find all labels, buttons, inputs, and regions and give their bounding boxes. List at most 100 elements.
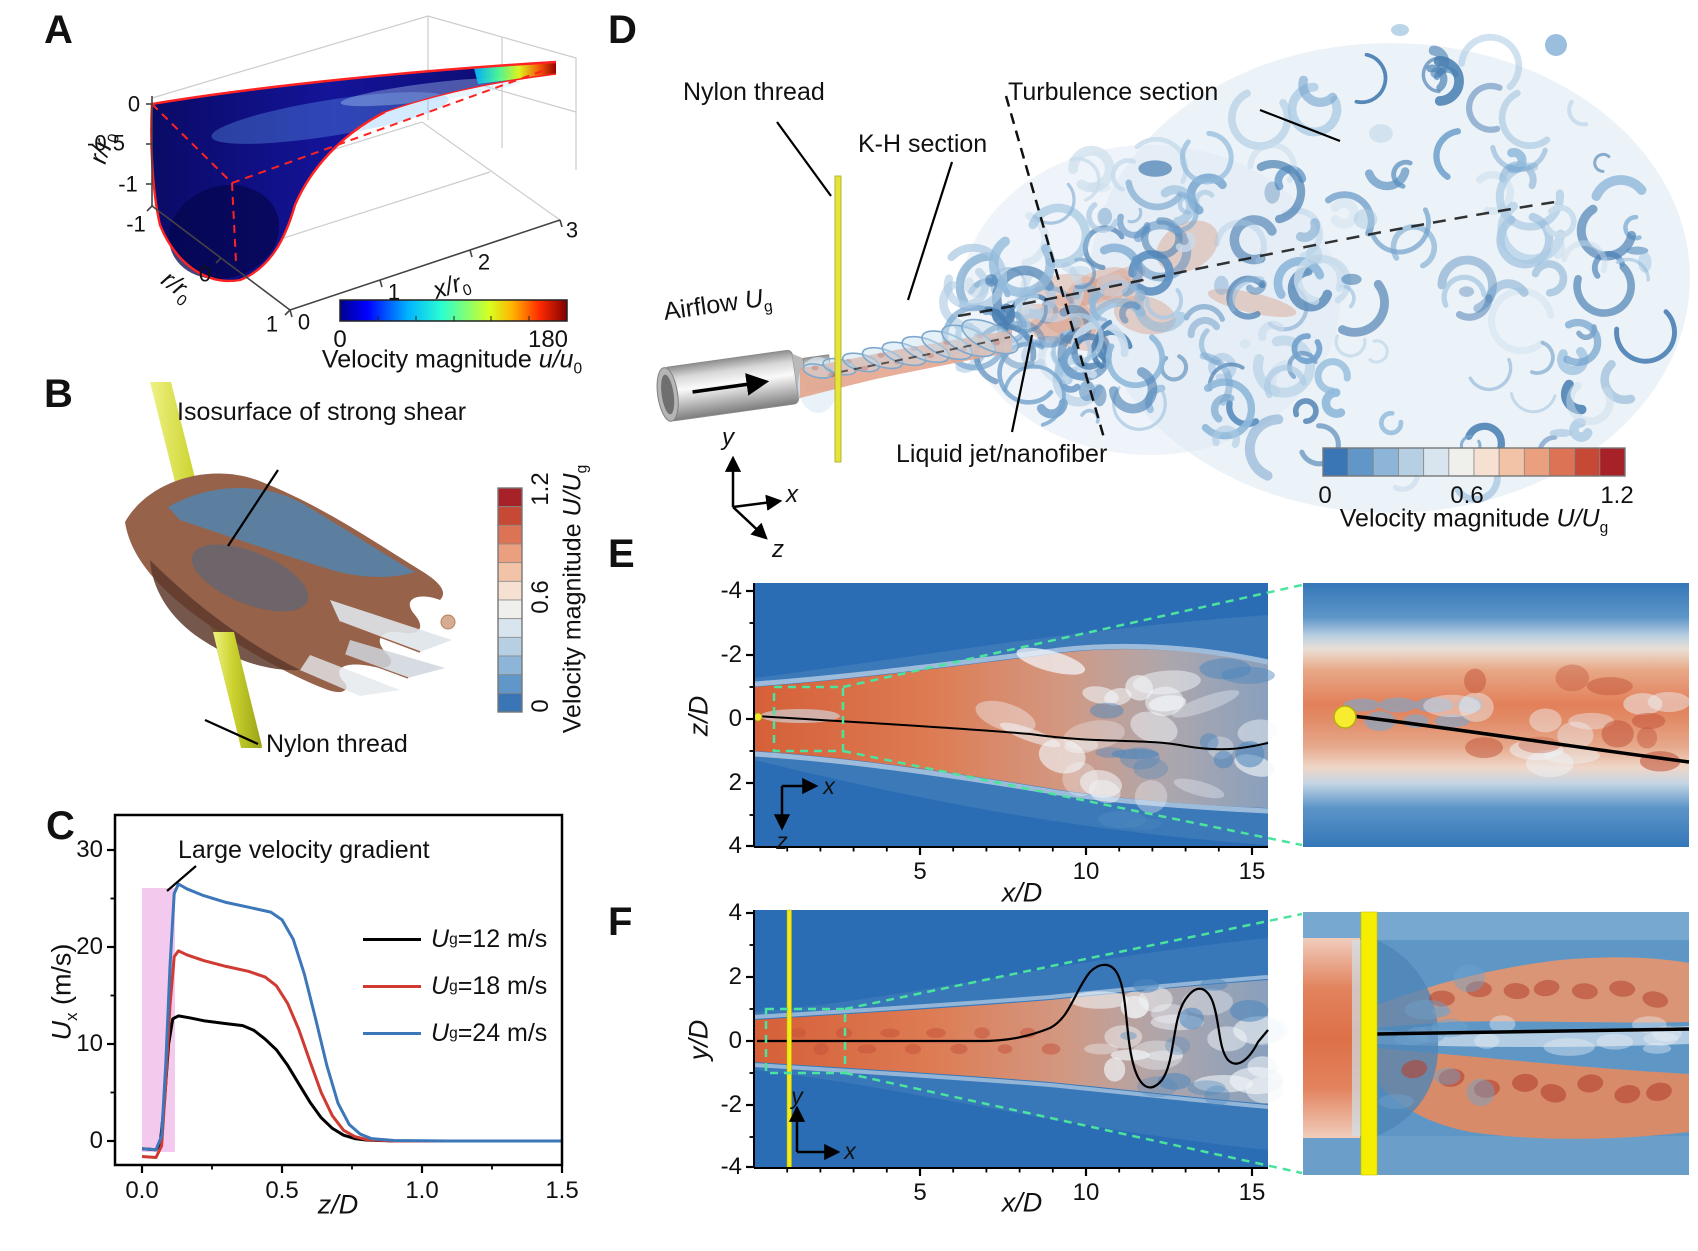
f-x-tick: 15 bbox=[1238, 1179, 1266, 1206]
a-depth-tick: 1 bbox=[387, 279, 401, 305]
a-depth-tick: 3 bbox=[565, 217, 579, 243]
fiber-dashed-path bbox=[957, 200, 1556, 318]
nylon-thread-label-d: Nylon thread bbox=[683, 78, 825, 106]
isosurface-pointer-line bbox=[227, 469, 279, 547]
d-colorbar-tick-1: 0.6 bbox=[1450, 482, 1484, 509]
a-vert-tick: 0 bbox=[127, 91, 141, 117]
e-mini-z-label: z bbox=[776, 827, 788, 854]
panel-a-art bbox=[146, 15, 577, 322]
a-depth-tick: 2 bbox=[477, 249, 491, 275]
c-y-tick: 30 bbox=[76, 836, 103, 863]
panel-f-tag: F bbox=[608, 900, 633, 944]
large-velocity-gradient-annotation: Large velocity gradient bbox=[178, 836, 430, 864]
airflow-arrow bbox=[692, 373, 770, 396]
curve-2 bbox=[141, 882, 562, 1152]
panel-e-art bbox=[746, 583, 1691, 855]
liquid-jet-label: Liquid jet/nanofiber bbox=[896, 440, 1108, 468]
kh-vortex-rings bbox=[802, 318, 1019, 379]
e-x-axis-label: x/D bbox=[1001, 877, 1043, 908]
c-y-tick: 10 bbox=[76, 1030, 103, 1057]
triad-z-label: z bbox=[772, 536, 784, 564]
panel-d-tag: D bbox=[608, 8, 637, 52]
a-colorbar-label: Velocity magnitude u/u0 bbox=[321, 345, 583, 378]
panel-d-colorbar bbox=[1322, 447, 1626, 477]
a-vert-tick: -0.5 bbox=[87, 130, 125, 156]
f-x-tick: 5 bbox=[913, 1179, 927, 1206]
kh-section-label: K-H section bbox=[858, 130, 988, 158]
curve-1 bbox=[141, 949, 562, 1159]
a-vert-tick: -1 bbox=[118, 171, 138, 197]
c-y-tick: 0 bbox=[89, 1127, 103, 1154]
nylon-thread-f bbox=[786, 909, 792, 1169]
f-y-tick: -4 bbox=[720, 1153, 742, 1180]
f-y-axis-label: y/D bbox=[683, 1019, 714, 1061]
section-divider-dashed bbox=[1004, 95, 1106, 439]
nanofiber-line-f-inset bbox=[1376, 1027, 1690, 1036]
a-left-tick: -1 bbox=[126, 211, 146, 237]
e-y-tick: -4 bbox=[720, 577, 742, 604]
c-x-tick: 0.5 bbox=[265, 1177, 299, 1204]
pointer-lines-d bbox=[776, 108, 1341, 433]
c-x-tick: 0.0 bbox=[125, 1177, 159, 1204]
a-left-tick: 0 bbox=[198, 261, 212, 287]
jet-block-f-inset bbox=[1303, 938, 1360, 1138]
panel-e-tag: E bbox=[608, 532, 635, 576]
e-y-tick: -2 bbox=[720, 641, 742, 668]
b-colorbar-label: Velocity magnitude U/Ug bbox=[558, 464, 591, 734]
c-x-tick: 1.5 bbox=[545, 1177, 579, 1204]
a-depth-tick: 0 bbox=[297, 309, 311, 335]
a-colorbar-min: 0 bbox=[333, 326, 347, 353]
panel-a-tag: A bbox=[44, 8, 73, 52]
panel-b-art bbox=[125, 382, 523, 748]
plot-frame-c bbox=[113, 813, 564, 1167]
panel-a-colorbar bbox=[339, 299, 568, 322]
thread-pointer-line bbox=[204, 718, 259, 746]
zoom-box-e bbox=[772, 685, 845, 753]
nylon-thread-label-b: Nylon thread bbox=[266, 730, 408, 758]
turbulence-section-label: Turbulence section bbox=[1008, 78, 1219, 106]
velocity-profile-curves bbox=[141, 882, 562, 1159]
isosurface-label: Isosurface of strong shear bbox=[177, 398, 467, 426]
dashed-guide-lines bbox=[151, 69, 546, 263]
e-x-tick: 5 bbox=[913, 858, 927, 885]
c-x-axis-label: z/D bbox=[317, 1189, 359, 1220]
f-x-axis-label: x/D bbox=[1001, 1187, 1043, 1218]
nanofiber-line-e-inset bbox=[1352, 714, 1690, 764]
e-y-tick: 0 bbox=[728, 705, 742, 732]
d-colorbar-label: Velocity magnitude U/Ug bbox=[1339, 504, 1609, 537]
nanofiber-line-f bbox=[757, 963, 1269, 1089]
zoom-box-f bbox=[764, 1007, 847, 1075]
mini-axes-e bbox=[773, 777, 819, 831]
a-colorbar-max: 180 bbox=[527, 326, 569, 353]
nanofiber-line-e bbox=[756, 715, 1269, 751]
thread-cross-section-dot bbox=[1333, 705, 1357, 729]
panel-f-inset bbox=[1303, 911, 1690, 1176]
f-y-tick: 0 bbox=[728, 1027, 742, 1054]
panel-c-art bbox=[107, 813, 564, 1173]
f-mini-y-label: y bbox=[791, 1082, 803, 1109]
f-mini-x-label: x bbox=[844, 1137, 856, 1164]
d-colorbar-tick-0: 0 bbox=[1318, 482, 1332, 509]
b-colorbar-tick-1: 0.6 bbox=[527, 580, 555, 614]
e-mini-x-label: x bbox=[823, 772, 835, 799]
annotation-pointer-line bbox=[166, 865, 197, 892]
e-x-tick: 15 bbox=[1238, 858, 1266, 885]
panel-e-inset bbox=[1303, 583, 1691, 847]
panel-b-colorbar bbox=[497, 487, 523, 713]
panel-f-art bbox=[746, 909, 1690, 1176]
f-y-tick: 4 bbox=[728, 899, 742, 926]
f-y-tick: 2 bbox=[728, 963, 742, 990]
panel-b-tag: B bbox=[44, 372, 73, 416]
e-y-tick: 4 bbox=[728, 832, 742, 859]
e-y-axis-label: z/D bbox=[683, 695, 714, 737]
e-y-tick: 2 bbox=[728, 769, 742, 796]
nylon-thread-f-inset bbox=[1360, 911, 1378, 1176]
e-x-tick: 10 bbox=[1072, 858, 1100, 885]
c-x-tick: 1.0 bbox=[405, 1177, 439, 1204]
coordinate-triad bbox=[724, 455, 783, 540]
triad-y-label: y bbox=[722, 424, 734, 452]
